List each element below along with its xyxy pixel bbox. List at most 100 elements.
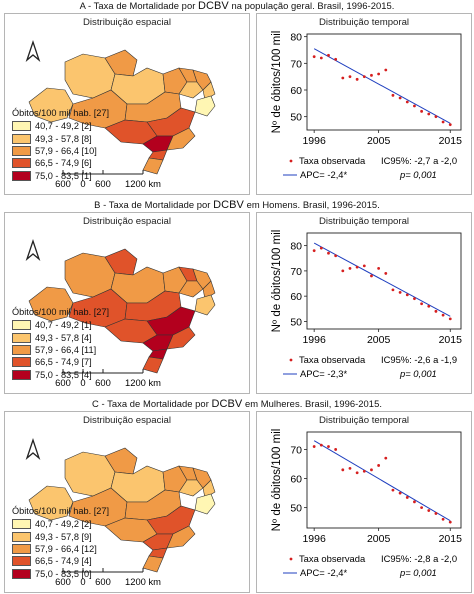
panel-title: C - Taxa de Mortalidade por DCBV em Mulh… (0, 398, 474, 410)
legend-swatch (12, 556, 31, 567)
p-value-label: p= 0,001 (399, 567, 437, 578)
legend-item: 75,0 - 83,5 [4] (12, 369, 109, 381)
data-point (413, 104, 416, 108)
legend-label: 40,7 - 49,2 [2] (35, 121, 92, 132)
data-point (327, 53, 330, 57)
state-region (166, 326, 196, 350)
data-point (312, 55, 316, 59)
data-point (370, 73, 373, 77)
data-point (405, 496, 409, 499)
legend-swatch (12, 332, 31, 343)
map-legend: Óbitos/100 mil hab. [27] 40,7 - 49,2 [1]… (12, 307, 109, 381)
data-point (348, 266, 352, 270)
ci-label: IC95%: -2,8 a -2,0 (381, 553, 457, 564)
data-point (420, 302, 424, 306)
plot-legend: Taxa observada APC= -2,4* IC95%: -2,8 a -2… (283, 553, 457, 578)
legend-label: 49,3 - 57,8 [9] (35, 531, 92, 542)
data-point (341, 468, 345, 472)
time-series-plot: 50 60 70 80 1996 2005 2015 Nº de óbitos/100 mil… (271, 230, 463, 379)
map-box: Distribuição espacial 600 0 600 1200 km Óbi… (4, 411, 250, 593)
y-tick-label: 60 (290, 474, 302, 486)
legend-apc-label: APC= -2,3* (300, 368, 348, 379)
panel-title-disease: DCBV (198, 0, 229, 12)
legend-item: 57,9 - 66,4 [12] (12, 543, 109, 555)
scale-label: 0 (80, 178, 85, 189)
data-point (398, 96, 402, 100)
legend-swatch (12, 519, 31, 530)
legend-swatch (12, 357, 31, 368)
legend-label: 75,0 - 83,5 [0] (35, 568, 92, 579)
data-point (398, 491, 402, 495)
trend-line (313, 48, 451, 124)
legend-item: 57,9 - 66,4 [11] (12, 344, 109, 356)
data-point (319, 56, 323, 60)
legend-label: 57,9 - 66,4 [10] (35, 145, 97, 156)
data-point (312, 249, 316, 253)
legend-item: 40,7 - 49,2 [2] (12, 518, 109, 530)
data-point (448, 317, 452, 321)
legend-label: 57,9 - 66,4 [11] (35, 344, 97, 355)
legend-label: 40,7 - 49,2 [1] (35, 320, 92, 331)
legend-swatch (12, 568, 31, 579)
data-point (334, 448, 338, 451)
legend-apc-label: APC= -2,4* (300, 169, 348, 180)
scale-bar: 600 0 600 1200 km (55, 170, 161, 189)
data-point (341, 269, 345, 273)
data-point (441, 313, 445, 317)
data-point (391, 488, 395, 492)
plot-box: Distribuição temporal 50 60 70 1996 2005 2015… (256, 411, 472, 593)
data-point (377, 266, 381, 270)
plot-title: Distribuição temporal (318, 216, 410, 227)
plot-frame (306, 431, 462, 529)
state-region (104, 248, 138, 276)
panel-c: C - Taxa de Mortalidade por DCBV em Mulh… (0, 398, 474, 594)
plot-frame (306, 232, 462, 330)
data-point (319, 443, 323, 447)
legend-item: 57,9 - 66,4 [10] (12, 145, 109, 157)
state-region (202, 81, 216, 101)
x-tick-label: 2005 (367, 533, 391, 545)
data-point (405, 293, 409, 297)
legend-title: Óbitos/100 mil hab. [27] (12, 506, 110, 516)
legend-swatch (12, 543, 31, 554)
scale-label: 600 (55, 576, 71, 587)
legend-observed-label: Taxa observada (299, 155, 366, 166)
plot-box: Distribuição temporal 50 60 70 80 1996 2005 20… (256, 212, 472, 394)
state-region (178, 280, 204, 298)
legend-swatch (12, 369, 31, 380)
data-point (398, 290, 402, 294)
data-point (441, 517, 445, 521)
panel-title-disease: DCBV (213, 199, 244, 211)
data-point (434, 512, 438, 515)
state-region (28, 286, 74, 322)
legend-label: 49,3 - 57,8 [8] (35, 133, 92, 144)
plot-frame (306, 33, 462, 131)
legend-swatch (12, 121, 31, 132)
map-legend: Óbitos/100 mil hab. [27] 40,7 - 49,2 [2]… (12, 506, 109, 580)
scale-label: 600 (55, 178, 71, 189)
scale-label: 0 (80, 576, 85, 587)
y-tick-label: 70 (290, 58, 302, 70)
y-tick-label: 70 (290, 444, 302, 456)
scale-label: 600 (95, 377, 111, 388)
y-tick-label: 50 (290, 503, 302, 515)
north-arrow-shape (25, 437, 41, 460)
scale-label: 600 (95, 178, 111, 189)
legend-item: 66,5 - 74,9 [7] (12, 356, 109, 368)
map-title: Distribuição espacial (83, 17, 171, 28)
legend-point-marker (289, 557, 293, 561)
data-point (434, 309, 438, 313)
data-point (362, 264, 366, 268)
scale-label: 1200 km (125, 377, 161, 388)
data-point (427, 112, 431, 116)
x-tick-label: 2015 (439, 334, 463, 346)
brazil-map (28, 49, 216, 175)
legend-swatch (12, 531, 31, 542)
data-point (441, 120, 445, 124)
plot-legend: Taxa observada APC= -2,3* IC95%: -2,6 a -1… (283, 354, 457, 379)
data-point (384, 68, 388, 72)
legend-swatch (12, 344, 31, 355)
panel-title-prefix: C - Taxa de Mortalidade por (92, 398, 209, 409)
legend-item: 66,5 - 74,9 [6] (12, 157, 109, 169)
state-region (142, 555, 164, 573)
